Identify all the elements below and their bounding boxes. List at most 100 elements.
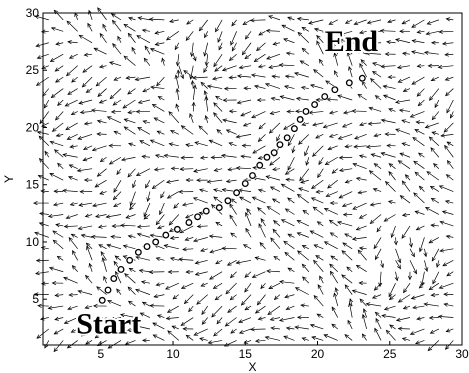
vector-arrow [409, 260, 417, 275]
vector-arrow [194, 259, 208, 265]
vector-arrow [300, 179, 309, 184]
vector-arrow [344, 19, 353, 24]
vector-arrow [401, 142, 411, 147]
vector-arrow [359, 122, 367, 127]
vector-arrow [404, 174, 411, 181]
vector-arrow [266, 206, 281, 215]
vector-arrow [226, 259, 237, 266]
vector-arrow [312, 122, 324, 127]
vector-arrow [309, 83, 324, 89]
vector-arrow [206, 84, 223, 89]
vector-arrow [229, 214, 237, 227]
vector-arrow [203, 65, 209, 73]
vector-arrow [372, 188, 382, 192]
vector-arrow [55, 223, 64, 228]
start-label: Start [76, 308, 141, 341]
vector-arrow [182, 326, 194, 331]
path-point [290, 125, 298, 133]
vector-arrow [375, 317, 382, 330]
vector-arrow [347, 319, 353, 330]
vector-arrow [318, 157, 324, 166]
vector-arrow [296, 315, 309, 320]
vector-arrow [341, 122, 353, 128]
vector-arrow [92, 202, 107, 208]
vector-arrow [355, 264, 367, 273]
vector-arrow [351, 289, 367, 295]
vector-arrow [50, 88, 64, 99]
vector-arrow [63, 224, 78, 229]
vector-arrow [389, 324, 396, 330]
vector-arrow [257, 188, 266, 193]
vector-arrow [254, 256, 266, 261]
vector-arrow [229, 203, 237, 215]
vector-arrow [222, 118, 237, 124]
path-point [173, 225, 181, 233]
vector-arrow [169, 257, 179, 261]
path-point [345, 79, 353, 87]
vector-arrow [341, 202, 353, 208]
vector-arrow [397, 294, 411, 303]
vector-arrow [443, 292, 454, 297]
vector-arrow [51, 122, 64, 132]
vector-arrow [228, 75, 237, 80]
vector-arrow [401, 19, 411, 25]
vector-arrow [312, 206, 324, 215]
vector-arrow [294, 71, 309, 78]
vector-arrow [142, 338, 150, 343]
vector-arrow [137, 99, 151, 105]
vector-arrow [170, 166, 179, 171]
vector-arrow [346, 266, 353, 272]
vector-arrow [308, 19, 324, 25]
vector-arrow [33, 201, 49, 206]
vector-arrow [175, 88, 180, 101]
vector-arrow [227, 167, 237, 172]
vector-arrow [431, 248, 440, 262]
vector-arrow [268, 65, 281, 70]
vector-arrow [65, 122, 78, 131]
vector-arrow [257, 207, 266, 215]
vector-arrow [206, 179, 223, 184]
vector-arrow [191, 101, 196, 112]
vector-arrow [327, 179, 338, 189]
path-point [302, 108, 310, 115]
vector-arrow [331, 306, 339, 318]
vector-arrow [52, 202, 64, 207]
vector-arrow [251, 196, 266, 204]
vector-arrow [401, 225, 411, 239]
vector-arrow [44, 150, 50, 158]
vector-arrow [186, 19, 194, 25]
vector-arrow [79, 110, 93, 115]
vector-arrow [48, 266, 64, 273]
vector-arrow [300, 303, 309, 308]
vector-arrow [408, 237, 413, 248]
vector-arrow [143, 57, 151, 66]
vector-arrow [273, 294, 281, 301]
vector-arrow [425, 207, 440, 215]
vector-arrow [180, 155, 194, 160]
vector-arrow [311, 179, 324, 190]
vector-arrow [155, 256, 165, 261]
vector-arrow [124, 273, 136, 284]
vector-arrow [34, 231, 49, 238]
vector-arrow [393, 237, 398, 246]
vector-arrow [33, 292, 49, 297]
vector-arrow [143, 202, 151, 218]
vector-arrow [361, 333, 367, 341]
vector-arrow [446, 271, 454, 277]
vector-arrow [120, 223, 136, 228]
vector-arrow [129, 191, 136, 207]
vector-arrow [316, 34, 324, 44]
vector-arrow [127, 110, 136, 115]
vector-arrow [369, 202, 382, 207]
vector-arrow [316, 313, 324, 318]
vector-arrow [390, 225, 396, 239]
vector-arrow [414, 210, 425, 215]
vector-arrow [167, 330, 180, 341]
vector-arrow [253, 84, 266, 89]
vector-arrow [430, 292, 439, 298]
vector-arrow [136, 224, 150, 229]
vector-arrow [357, 190, 367, 195]
vector-arrow [99, 156, 107, 163]
vector-arrow [53, 9, 64, 21]
vector-arrow [359, 298, 367, 307]
